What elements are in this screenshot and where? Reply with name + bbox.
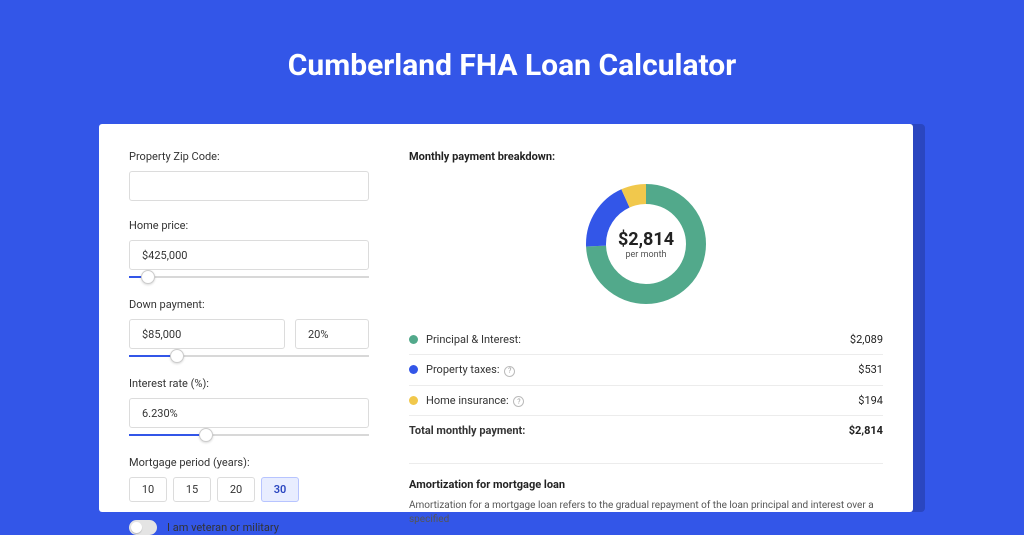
legend-dot	[409, 365, 418, 374]
interest-rate-slider[interactable]	[129, 428, 369, 442]
down-payment-slider[interactable]	[129, 349, 369, 363]
breakdown-legend: Principal & Interest: $2,089 Property taxe…	[409, 325, 883, 445]
slider-thumb[interactable]	[141, 270, 155, 284]
veteran-label: I am veteran or military	[167, 521, 279, 534]
home-price-input[interactable]	[129, 240, 369, 270]
donut-center-sub: per month	[625, 250, 666, 260]
legend-dot	[409, 335, 418, 344]
veteran-toggle[interactable]	[129, 520, 157, 535]
legend-value: $2,089	[850, 333, 883, 346]
total-label: Total monthly payment:	[409, 424, 525, 437]
legend-label: Principal & Interest:	[426, 333, 521, 346]
legend-row: Principal & Interest: $2,089	[409, 325, 883, 355]
donut-center-amount: $2,814	[618, 229, 674, 250]
slider-thumb[interactable]	[170, 349, 184, 363]
payment-donut-chart: $2,814 per month	[584, 182, 708, 306]
interest-rate-label: Interest rate (%):	[129, 377, 399, 390]
down-payment-amount-input[interactable]	[129, 319, 285, 349]
legend-value: $531	[858, 363, 883, 376]
slider-thumb[interactable]	[199, 428, 213, 442]
total-value: $2,814	[849, 424, 883, 437]
amortization-text: Amortization for a mortgage loan refers …	[409, 499, 883, 527]
info-icon[interactable]: ?	[513, 396, 524, 407]
breakdown-column: Monthly payment breakdown: $2,814 per mo…	[399, 124, 913, 512]
period-btn-15[interactable]: 15	[173, 477, 211, 502]
zip-label: Property Zip Code:	[129, 150, 399, 163]
home-price-slider[interactable]	[129, 270, 369, 284]
breakdown-title: Monthly payment breakdown:	[409, 150, 883, 163]
info-icon[interactable]: ?	[504, 366, 515, 377]
page-title: Cumberland FHA Loan Calculator	[0, 0, 1024, 111]
interest-rate-input[interactable]	[129, 398, 369, 428]
calculator-card: Property Zip Code: Home price: Down paym…	[99, 124, 913, 512]
legend-label: Home insurance: ?	[426, 394, 524, 408]
legend-value: $194	[858, 394, 883, 407]
legend-dot	[409, 396, 418, 405]
period-btn-20[interactable]: 20	[217, 477, 255, 502]
form-column: Property Zip Code: Home price: Down paym…	[99, 124, 399, 512]
zip-input[interactable]	[129, 171, 369, 201]
home-price-label: Home price:	[129, 219, 399, 232]
down-payment-percent-input[interactable]	[295, 319, 369, 349]
total-row: Total monthly payment: $2,814	[409, 416, 883, 445]
period-btn-10[interactable]: 10	[129, 477, 167, 502]
legend-row: Home insurance: ? $194	[409, 386, 883, 417]
period-btn-30[interactable]: 30	[261, 477, 299, 502]
legend-label: Property taxes: ?	[426, 363, 515, 377]
legend-row: Property taxes: ? $531	[409, 355, 883, 386]
amortization-title: Amortization for mortgage loan	[409, 478, 883, 491]
down-payment-label: Down payment:	[129, 298, 399, 311]
period-options: 10152030	[129, 477, 399, 502]
period-label: Mortgage period (years):	[129, 456, 399, 469]
